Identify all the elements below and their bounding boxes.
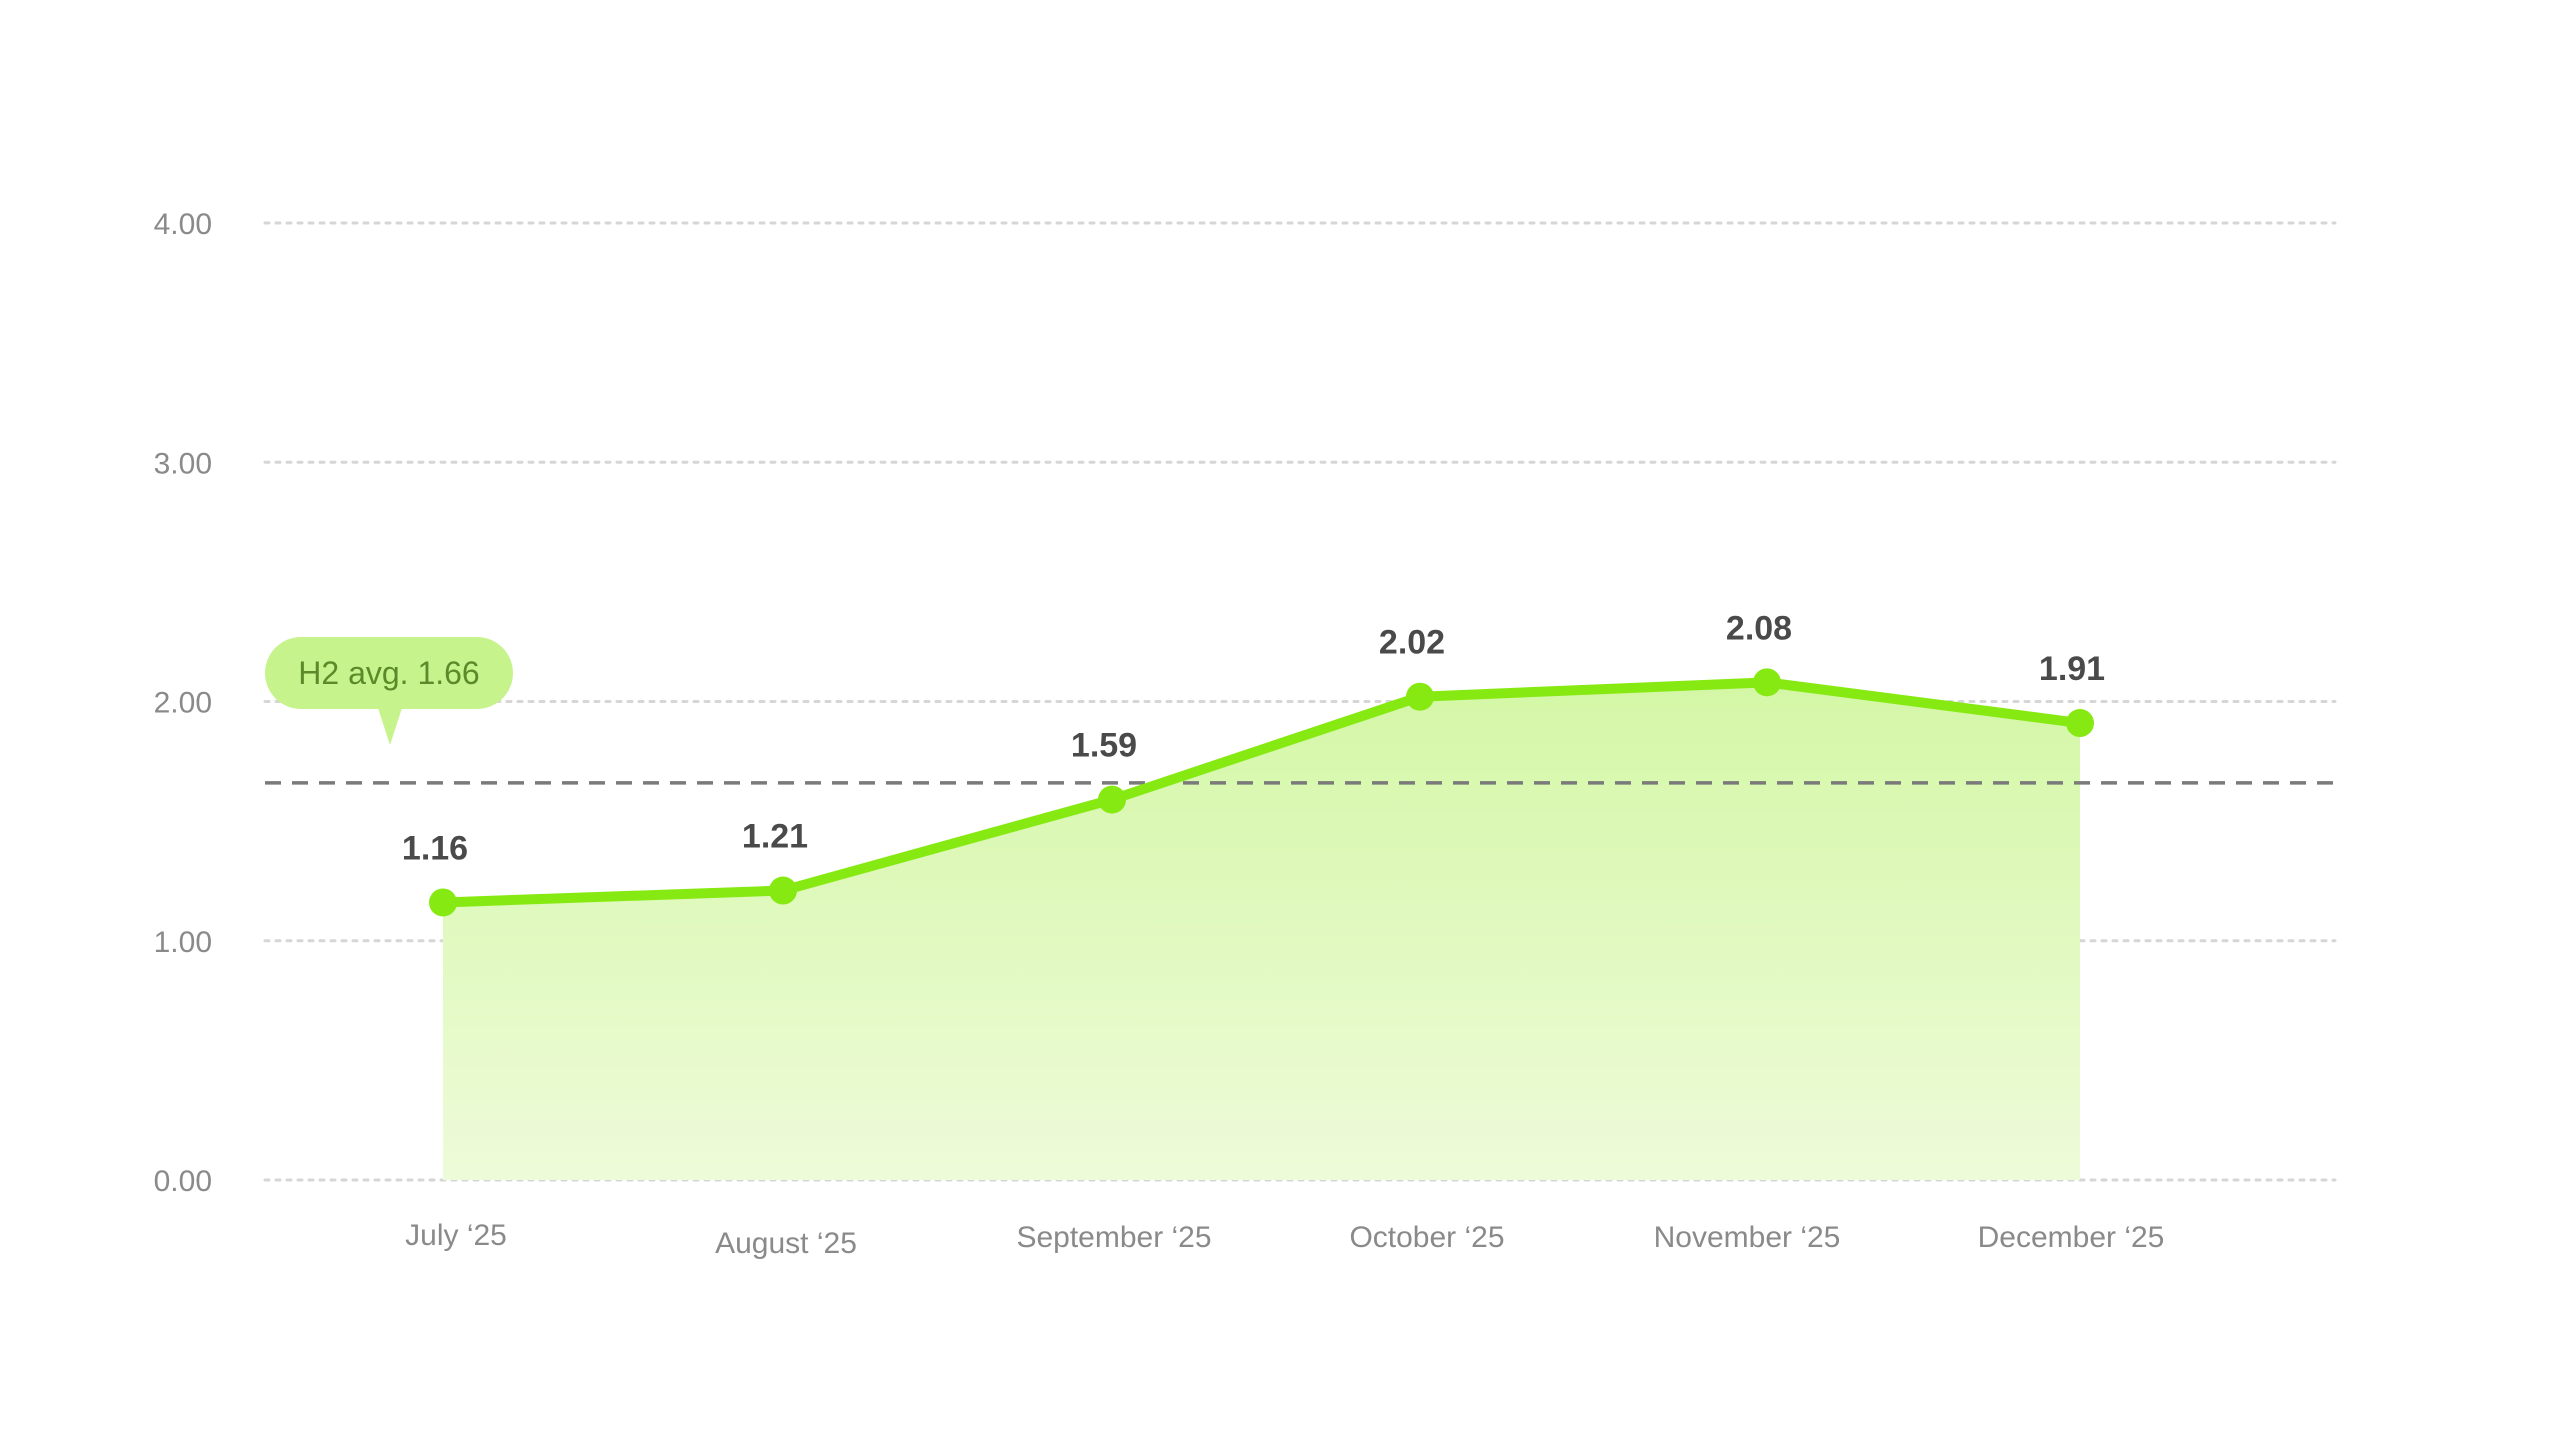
- area-layer: [443, 682, 2080, 1180]
- data-label: 1.91: [2039, 650, 2105, 688]
- area-fill: [443, 682, 2080, 1180]
- x-tick-label: December ‘25: [1978, 1221, 2165, 1254]
- data-point: [1098, 785, 1126, 814]
- line-layer: [438, 677, 2085, 908]
- data-label: 1.21: [742, 818, 808, 856]
- data-label: 1.16: [402, 829, 468, 867]
- x-tick-label: November ‘25: [1654, 1221, 1841, 1254]
- x-tick-label: August ‘25: [715, 1227, 857, 1260]
- data-point: [1406, 682, 1434, 711]
- point-layer: [429, 668, 2094, 917]
- y-tick-label: 1.00: [154, 926, 212, 959]
- reference-layer: H2 avg. 1.66: [265, 637, 2335, 785]
- average-badge: [265, 637, 513, 709]
- x-tick-label: July ‘25: [405, 1219, 507, 1252]
- y-tick-label: 0.00: [154, 1165, 212, 1198]
- data-point: [1753, 668, 1781, 697]
- data-label: 2.02: [1379, 624, 1445, 662]
- data-point: [2066, 709, 2094, 738]
- series-line: [438, 677, 2085, 908]
- data-label-layer: 1.16 1.21 1.59 2.02 2.08 1.91: [402, 609, 2105, 867]
- y-axis-ticks: 0.00 1.00 2.00 3.00 4.00: [154, 208, 212, 1198]
- y-tick-label: 3.00: [154, 447, 212, 480]
- x-tick-label: September ‘25: [1016, 1221, 1211, 1254]
- average-label: H2 avg. 1.66: [298, 655, 479, 691]
- x-tick-label: October ‘25: [1349, 1221, 1504, 1254]
- data-label: 2.08: [1726, 609, 1792, 647]
- y-tick-label: 4.00: [154, 208, 212, 241]
- data-point: [429, 888, 457, 917]
- y-tick-label: 2.00: [154, 687, 212, 720]
- x-axis-ticks: July ‘25 August ‘25 September ‘25 October ‘…: [405, 1219, 2164, 1260]
- data-point: [769, 876, 797, 905]
- average-badge-pointer: [378, 708, 402, 745]
- data-label: 1.59: [1071, 727, 1137, 765]
